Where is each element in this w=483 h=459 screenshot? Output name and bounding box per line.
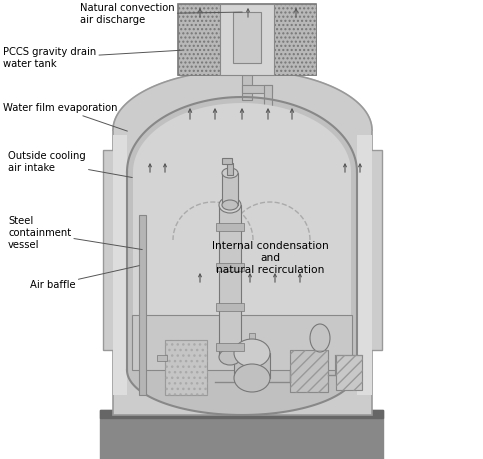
Bar: [357, 135, 372, 395]
Text: PCCS gravity drain
water tank: PCCS gravity drain water tank: [3, 47, 182, 69]
Polygon shape: [133, 103, 351, 172]
Bar: [222, 173, 238, 205]
Text: Steel
containment
vessel: Steel containment vessel: [8, 216, 142, 250]
Bar: [290, 350, 328, 392]
Bar: [127, 172, 357, 370]
Bar: [242, 85, 272, 93]
Bar: [290, 350, 328, 392]
Polygon shape: [113, 70, 372, 130]
Bar: [242, 75, 252, 100]
Polygon shape: [127, 370, 357, 415]
Bar: [113, 135, 127, 395]
Bar: [264, 85, 272, 110]
Bar: [368, 150, 382, 350]
Bar: [157, 355, 167, 361]
Bar: [216, 223, 244, 231]
Bar: [274, 4, 316, 75]
Ellipse shape: [222, 168, 238, 178]
Ellipse shape: [310, 324, 330, 352]
Bar: [100, 410, 383, 418]
Text: Air baffle: Air baffle: [30, 266, 139, 290]
Bar: [220, 4, 274, 75]
Bar: [132, 315, 352, 370]
Bar: [216, 343, 244, 351]
Bar: [233, 12, 261, 63]
Text: Outside cooling
air intake: Outside cooling air intake: [8, 151, 132, 178]
Text: Internal condensation
and
natural recirculation: Internal condensation and natural recirc…: [212, 241, 328, 274]
Bar: [336, 355, 362, 390]
Text: Natural convection
air discharge: Natural convection air discharge: [80, 3, 242, 25]
Bar: [219, 205, 241, 357]
Bar: [100, 410, 383, 459]
Ellipse shape: [219, 349, 241, 365]
Bar: [216, 263, 244, 271]
Ellipse shape: [234, 339, 270, 367]
Ellipse shape: [219, 197, 241, 213]
Text: Water film evaporation: Water film evaporation: [3, 103, 128, 131]
Bar: [165, 340, 207, 395]
Polygon shape: [127, 97, 357, 172]
Ellipse shape: [234, 364, 270, 392]
Ellipse shape: [222, 200, 238, 210]
Bar: [113, 130, 372, 415]
Bar: [178, 4, 220, 75]
Bar: [249, 333, 255, 355]
Bar: [165, 340, 207, 395]
Bar: [178, 4, 316, 75]
Bar: [234, 353, 270, 378]
Bar: [216, 303, 244, 311]
Bar: [133, 172, 351, 370]
Bar: [336, 355, 362, 390]
Bar: [222, 158, 232, 164]
Bar: [139, 215, 146, 395]
Bar: [103, 150, 117, 350]
Bar: [227, 163, 233, 175]
